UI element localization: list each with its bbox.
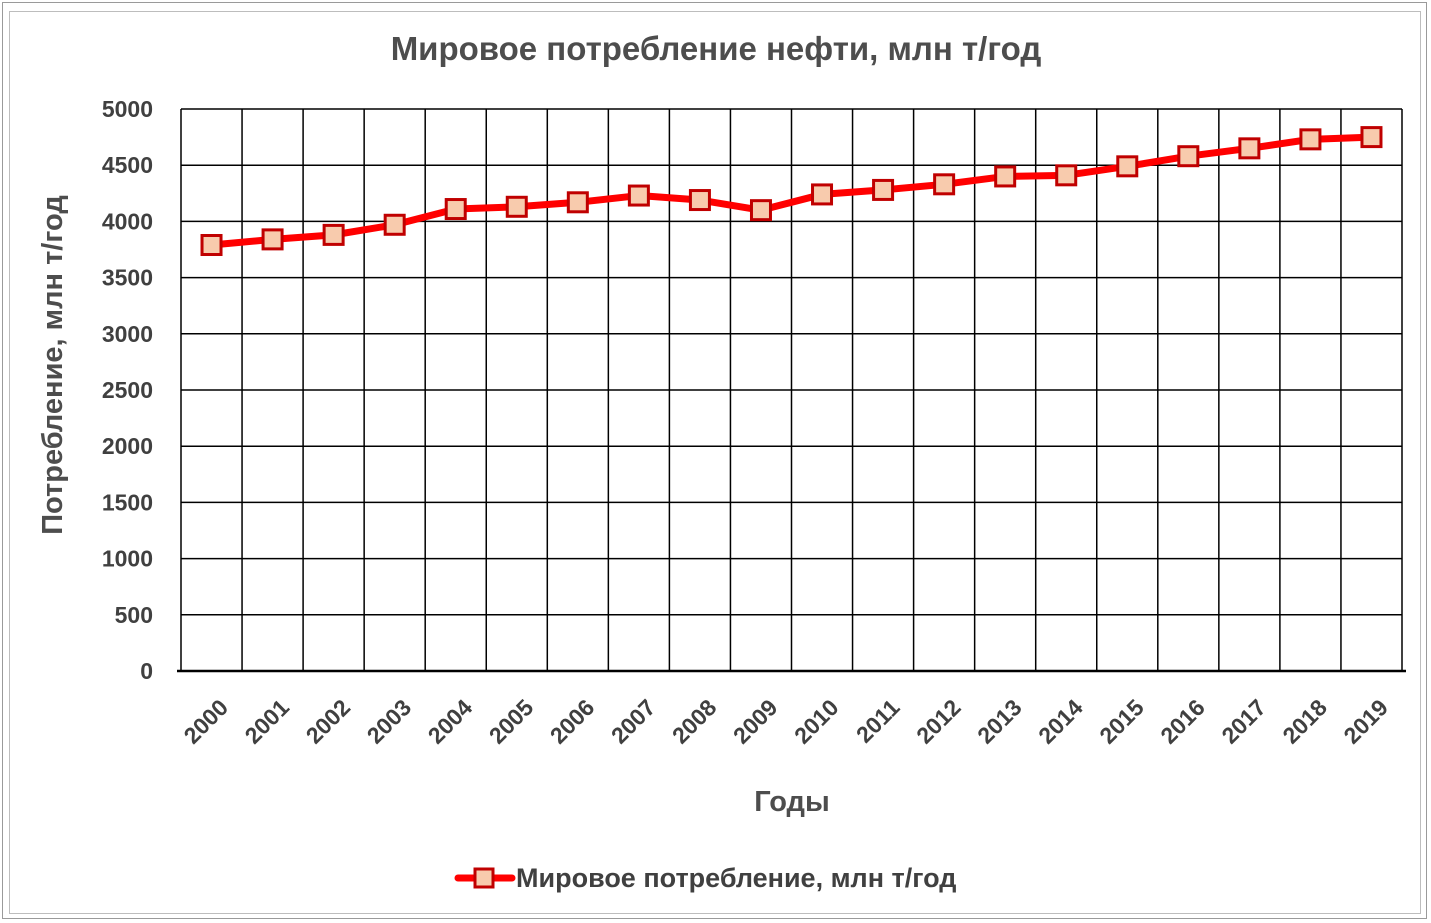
x-tick-label: 2006: [545, 694, 600, 749]
y-tick-label: 2000: [102, 433, 153, 459]
y-tick-label: 0: [140, 658, 153, 684]
x-axis-title: Годы: [754, 786, 830, 818]
x-tick-label: 2000: [178, 694, 233, 749]
y-tick-label: 4000: [102, 208, 153, 234]
y-tick-label: 500: [115, 602, 153, 628]
data-point-marker: [261, 228, 284, 251]
data-point-marker: [1116, 155, 1139, 178]
x-tick-label: 2019: [1338, 694, 1393, 749]
series-group: [200, 126, 1383, 257]
data-point-marker: [994, 165, 1017, 188]
data-point-marker: [933, 173, 956, 196]
legend-marker-swatch: [473, 867, 495, 889]
x-tick-label: 2018: [1277, 694, 1332, 749]
y-tick-label: 1000: [102, 546, 153, 572]
data-point-marker: [1299, 128, 1322, 151]
data-point-marker: [872, 178, 895, 201]
chart-frame-inner: [9, 11, 1421, 914]
y-tick-label: 1500: [102, 489, 153, 515]
data-point-marker: [383, 213, 406, 236]
x-tick-label: 2009: [728, 694, 783, 749]
x-tick-label: 2014: [1033, 694, 1088, 749]
y-axis-ticks: 0 500 1000 1500 2000 2500 3000 3500 4000 4500 5000: [102, 96, 153, 684]
x-tick-label: 2007: [606, 694, 661, 749]
data-point-marker: [749, 199, 772, 222]
x-axis-ticks: 2000 2001 2002 2003 2004 2005 2006 2007 2008 2009…: [178, 694, 1393, 749]
x-tick-label: 2005: [484, 694, 539, 749]
legend-label: Мировое потребление, млн т/год: [516, 863, 956, 893]
y-tick-label: 4500: [102, 152, 153, 178]
x-tick-label: 2010: [789, 694, 844, 749]
x-tick-label: 2002: [301, 694, 356, 749]
data-point-marker: [444, 198, 467, 221]
data-point-marker: [200, 234, 223, 257]
y-tick-label: 5000: [102, 96, 153, 122]
y-axis-title: Потребление, млн т/год: [37, 195, 69, 535]
data-point-marker: [566, 191, 589, 214]
x-tick-label: 2003: [362, 694, 417, 749]
data-point-marker: [322, 223, 345, 246]
y-tick-label: 3000: [102, 321, 153, 347]
x-tick-label: 2012: [911, 694, 966, 749]
data-point-marker: [505, 195, 528, 218]
data-point-marker: [627, 184, 650, 207]
x-tick-label: 2013: [972, 694, 1027, 749]
x-tick-label: 2011: [851, 694, 905, 748]
chart-title: Мировое потребление нефти, млн т/год: [391, 30, 1042, 67]
data-point-marker: [1360, 126, 1383, 149]
x-tick-label: 2008: [667, 694, 722, 749]
data-point-marker: [1238, 137, 1261, 160]
data-point-marker: [1055, 164, 1078, 187]
legend: Мировое потребление, млн т/год: [454, 863, 956, 893]
data-point-marker: [1177, 145, 1200, 168]
x-tick-label: 2001: [240, 694, 295, 749]
x-tick-label: 2015: [1094, 694, 1149, 749]
data-point-marker: [811, 183, 834, 206]
x-tick-label: 2004: [423, 694, 478, 749]
data-point-marker: [688, 189, 711, 212]
grid-lines: [177, 108, 1406, 673]
y-tick-label: 3500: [102, 265, 153, 291]
y-tick-label: 2500: [102, 377, 153, 403]
x-tick-label: 2017: [1216, 694, 1271, 749]
x-tick-label: 2016: [1155, 694, 1210, 749]
